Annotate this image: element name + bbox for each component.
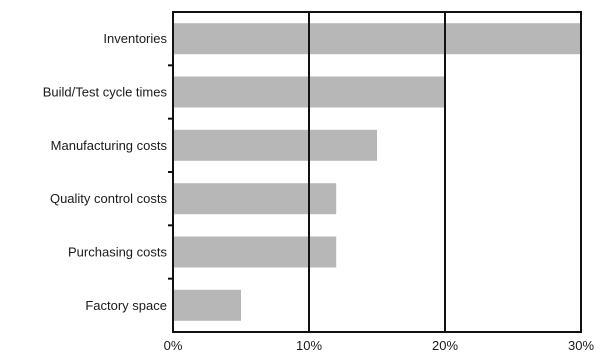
category-labels: Inventories Build/Test cycle times Manufac… (43, 31, 168, 313)
x-tick-label-30: 30% (568, 338, 594, 353)
bar-inventories (174, 23, 581, 55)
category-label-inventories: Inventories (103, 31, 167, 46)
axis-ticks (168, 64, 173, 280)
category-label-factory-space: Factory space (85, 298, 167, 313)
x-tick-label-0: 0% (164, 338, 183, 353)
category-label-quality-control-costs: Quality control costs (50, 191, 168, 206)
category-label-manufacturing-costs: Manufacturing costs (51, 138, 168, 153)
gridlines (308, 12, 446, 332)
bar-manufacturing-costs (174, 129, 377, 161)
bar-quality-control-costs (174, 183, 337, 215)
bar-purchasing-costs (174, 236, 337, 268)
x-tick-label-20: 20% (432, 338, 458, 353)
category-label-purchasing-costs: Purchasing costs (68, 245, 167, 260)
x-tick-labels: 0% 10% 20% 30% (164, 338, 595, 353)
x-tick-label-10: 10% (296, 338, 322, 353)
category-label-build-test-cycle-times: Build/Test cycle times (43, 85, 168, 100)
bar-factory-space (174, 289, 241, 321)
